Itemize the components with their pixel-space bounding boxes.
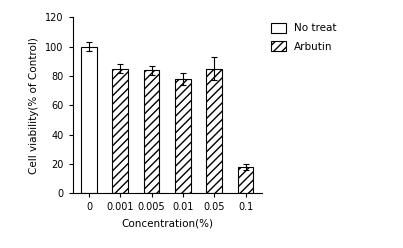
Bar [206, 69, 222, 193]
Bar [175, 79, 191, 193]
X-axis label: Concentration(%): Concentration(%) [121, 218, 213, 228]
Bar [112, 69, 128, 193]
Y-axis label: Cell viability(% of Control): Cell viability(% of Control) [29, 37, 39, 174]
Bar [238, 167, 253, 193]
Bar [81, 47, 97, 193]
Bar [144, 70, 160, 193]
Legend: No treat, Arbutin: No treat, Arbutin [271, 23, 337, 52]
